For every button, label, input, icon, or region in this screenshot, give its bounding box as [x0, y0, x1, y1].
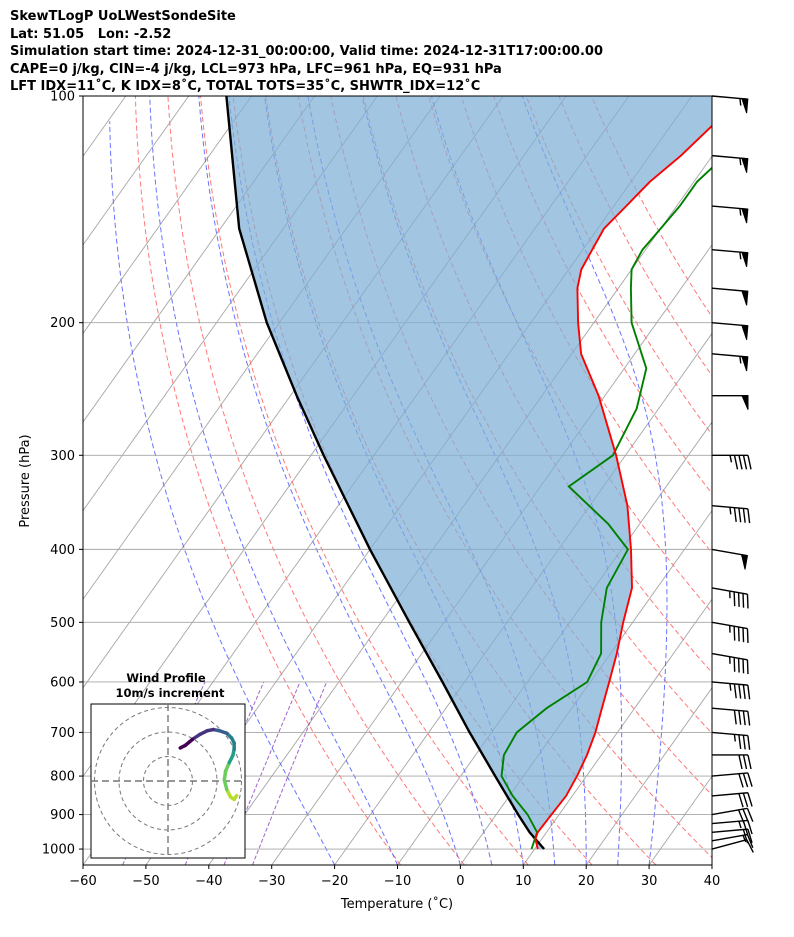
x-tick-label: −60	[69, 874, 96, 889]
isotherm-line	[83, 96, 315, 423]
wind-barb	[711, 287, 749, 306]
profile-layer	[225, 96, 712, 850]
x-tick-label: 40	[704, 874, 721, 889]
parcel-path-line	[225, 96, 546, 850]
dry-adiabat-line	[493, 96, 712, 495]
x-tick-label: 10	[515, 874, 532, 889]
y-tick-label: 700	[50, 726, 75, 741]
wind-barb	[711, 321, 749, 340]
hodograph-inset: Wind Profile 10m/s increment	[90, 671, 246, 859]
y-tick-label: 800	[50, 770, 75, 785]
wind-barb	[711, 707, 751, 726]
x-tick-label: −40	[195, 874, 222, 889]
dewpoint-line	[500, 166, 712, 850]
x-tick-label: 30	[641, 874, 658, 889]
wind-barb	[711, 587, 749, 609]
wind-barb	[712, 394, 749, 410]
title-line-3: Simulation start time: 2024-12-31_00:00:…	[10, 44, 603, 59]
y-tick-label: 200	[50, 316, 75, 331]
x-tick-label: 20	[578, 874, 595, 889]
wind-barb	[711, 154, 749, 173]
moist-adiabat-line	[149, 96, 398, 865]
wind-barb	[711, 731, 751, 750]
y-axis-ticks: 1000 900 800 700 600 500 400 300 200 100	[42, 90, 83, 858]
wind-barb	[712, 754, 752, 770]
title-line-2: Lat: 51.05 Lon: -2.52	[10, 26, 172, 42]
dry-adiabat-line	[460, 96, 712, 554]
dry-adiabat-line	[395, 96, 712, 674]
x-tick-label: −10	[384, 874, 411, 889]
wind-barb	[711, 681, 751, 700]
moist-adiabat-line	[109, 121, 336, 865]
dry-adiabat-line	[167, 96, 465, 865]
cape-cin-area	[226, 96, 712, 849]
title-line-1: SkewTLogP UoLWestSondeSite	[10, 9, 236, 24]
x-tick-label: −30	[258, 874, 285, 889]
wind-barb	[711, 652, 749, 675]
hodograph-segment	[178, 743, 187, 750]
wind-barb	[711, 95, 749, 114]
y-tick-label: 100	[50, 90, 75, 105]
temperature-line	[534, 124, 712, 850]
isotherm-line	[585, 687, 712, 865]
wind-barb	[711, 792, 753, 808]
x-axis-label: Temperature (˚C)	[340, 896, 453, 912]
dry-adiabat-line	[134, 96, 402, 865]
x-tick-label: −50	[132, 874, 159, 889]
wind-barb	[711, 807, 754, 824]
wind-barbs	[711, 95, 754, 853]
wind-barb	[711, 772, 753, 788]
wind-barb	[711, 828, 753, 844]
y-axis-label: Pressure (hPa)	[18, 434, 33, 527]
dry-adiabat-line	[297, 96, 712, 859]
wind-barb	[712, 454, 752, 470]
y-tick-label: 600	[50, 675, 75, 690]
isotherm-line	[522, 598, 712, 865]
x-tick-label: 0	[456, 874, 464, 889]
wind-barb	[711, 548, 749, 570]
moist-adiabat-line	[198, 96, 461, 865]
y-tick-label: 1000	[42, 843, 75, 858]
wind-barb	[711, 205, 749, 224]
y-tick-label: 900	[50, 808, 75, 823]
hodograph-subtitle: 10m/s increment	[116, 686, 225, 700]
wind-barb	[711, 621, 749, 643]
hodograph-content	[91, 704, 245, 858]
x-axis-ticks: −60 −50 −40 −30 −20 −10 0 10 20 30 40	[69, 865, 720, 889]
mixing-ratio-line	[252, 681, 328, 865]
moist-adiabat-line	[228, 96, 493, 865]
isotherm-line	[83, 96, 190, 246]
chart-header: SkewTLogP UoLWestSondeSite Lat: 51.05 Lo…	[10, 8, 603, 96]
dry-adiabat-line	[200, 96, 529, 865]
wind-barb	[711, 249, 749, 267]
x-tick-label: −20	[321, 874, 348, 889]
wind-barb	[711, 833, 754, 849]
hodograph-title: Wind Profile	[126, 671, 206, 685]
title-line-5: LFT IDX=11˚C, K IDX=8˚C, TOTAL TOTS=35˚C…	[10, 79, 481, 94]
title-line-4: CAPE=0 j/kg, CIN=-4 j/kg, LCL=973 hPa, L…	[10, 61, 502, 77]
y-tick-label: 500	[50, 616, 75, 631]
cape-fill-layer	[226, 96, 712, 849]
y-tick-label: 300	[50, 449, 75, 464]
y-tick-label: 400	[50, 543, 75, 558]
wind-barb	[711, 505, 751, 524]
wind-barb	[711, 353, 749, 372]
isotherm-line	[711, 864, 712, 865]
